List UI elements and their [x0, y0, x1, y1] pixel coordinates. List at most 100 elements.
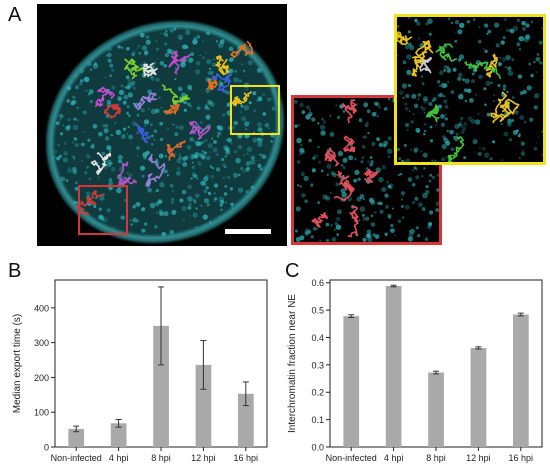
chromatin-dot	[340, 163, 344, 167]
chromatin-dot	[109, 63, 114, 68]
chromatin-dot	[257, 127, 263, 133]
chromatin-dot	[126, 172, 129, 175]
chromatin-dot	[234, 150, 238, 154]
chromatin-dot	[226, 90, 231, 95]
chromatin-dot	[303, 175, 309, 182]
chromatin-dot	[522, 89, 527, 95]
chromatin-dot	[384, 234, 388, 237]
chromatin-dot	[506, 90, 509, 94]
chromatin-dot	[404, 102, 408, 106]
chromatin-dot	[206, 59, 212, 65]
chromatin-dot	[517, 74, 523, 79]
chromatin-dot	[88, 177, 92, 181]
chromatin-dot	[143, 119, 150, 125]
chromatin-dot	[204, 105, 209, 110]
chromatin-dot	[181, 44, 188, 50]
chromatin-dot	[478, 26, 481, 29]
x-tick-label: 8 hpi	[151, 453, 171, 463]
chromatin-dot	[192, 212, 198, 218]
chromatin-dot	[294, 229, 298, 233]
chromatin-dot	[358, 118, 363, 122]
chromatin-dot	[366, 121, 369, 124]
chromatin-dot	[231, 206, 234, 209]
x-tick-label: 16 hpi	[234, 453, 259, 463]
chromatin-dot	[170, 200, 175, 204]
chromatin-dot	[262, 93, 266, 96]
chromatin-dot	[320, 130, 326, 136]
chromatin-dot	[103, 128, 109, 134]
chromatin-dot	[246, 88, 249, 91]
chromatin-dot	[502, 36, 506, 40]
chromatin-dot	[530, 20, 534, 24]
chromatin-dot	[454, 39, 458, 43]
chromatin-dot	[415, 167, 418, 171]
chromatin-dot	[128, 134, 133, 140]
chromatin-dot	[200, 121, 203, 124]
trajectory-path	[76, 190, 104, 217]
chromatin-dot	[106, 162, 112, 168]
chromatin-dot	[180, 61, 186, 68]
chromatin-dot	[250, 155, 255, 160]
chromatin-dot	[462, 79, 465, 81]
chromatin-dot	[185, 45, 189, 49]
chromatin-dot	[332, 172, 337, 178]
chromatin-dot	[120, 84, 124, 88]
bar	[470, 347, 487, 447]
chromatin-dot	[384, 193, 389, 198]
trajectory-path	[342, 99, 357, 124]
chromatin-dot	[334, 221, 338, 226]
chromatin-dot	[144, 125, 146, 127]
chromatin-dot	[340, 188, 346, 194]
bar	[428, 372, 444, 447]
chromatin-dot	[187, 196, 193, 202]
y-tick-label: 200	[34, 373, 49, 383]
chromatin-dot	[89, 99, 94, 104]
chromatin-dot	[219, 203, 223, 207]
chromatin-dot	[421, 82, 425, 86]
chromatin-dot	[330, 171, 335, 176]
chromatin-dot	[319, 124, 326, 130]
chromatin-dot	[405, 45, 410, 50]
chromatin-dot	[458, 122, 462, 127]
chromatin-dot	[155, 211, 159, 215]
chromatin-dot	[196, 61, 201, 66]
chromatin-dot	[149, 123, 153, 127]
chromatin-dot	[335, 224, 342, 230]
chromatin-dot	[408, 17, 411, 19]
chromatin-dot	[367, 236, 373, 242]
chromatin-dot	[55, 121, 60, 126]
chromatin-dot	[435, 201, 439, 207]
chromatin-dot	[194, 193, 200, 199]
chromatin-dot	[124, 86, 127, 89]
chromatin-dot	[459, 22, 465, 29]
chromatin-dot	[326, 163, 332, 169]
chromatin-dot	[446, 129, 449, 133]
chromatin-dot	[132, 217, 138, 223]
chromatin-dot	[432, 97, 437, 101]
trajectory-path	[145, 153, 166, 188]
chromatin-dot	[193, 174, 198, 179]
chromatin-dot	[270, 140, 273, 143]
chromatin-dot	[308, 109, 312, 112]
chromatin-dot	[294, 99, 298, 104]
chromatin-dot	[476, 62, 478, 64]
chromatin-dot	[109, 74, 113, 78]
chromatin-dot	[257, 141, 263, 147]
chromatin-dot	[301, 110, 306, 114]
chromatin-dot	[353, 178, 357, 183]
chromatin-dot	[211, 137, 214, 140]
chromatin-dot	[174, 153, 177, 155]
chromatin-dot	[178, 156, 181, 159]
chromatin-dot	[420, 106, 423, 109]
chromatin-dot	[296, 160, 301, 164]
chromatin-dot	[193, 154, 199, 159]
chromatin-dot	[530, 73, 534, 78]
chromatin-dot	[137, 155, 139, 157]
chromatin-dot	[464, 78, 470, 84]
chromatin-dot	[234, 69, 238, 73]
chromatin-dot	[402, 96, 405, 99]
chromatin-dot	[502, 84, 507, 89]
chromatin-dot	[219, 199, 225, 205]
chromatin-dot	[363, 135, 368, 139]
chromatin-dot	[405, 122, 410, 128]
